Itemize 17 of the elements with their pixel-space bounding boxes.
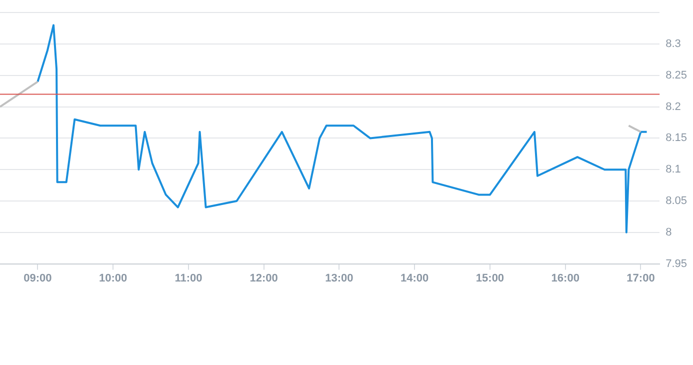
x-tick-label: 11:00: [174, 272, 202, 284]
x-tick-label: 16:00: [551, 272, 580, 284]
x-tick-label: 13:00: [325, 272, 354, 284]
x-tick-label: 14:00: [400, 272, 429, 284]
y-tick-label: 8.1: [666, 164, 681, 176]
x-tick-label: 15:00: [476, 272, 504, 284]
y-tick-label: 8.3: [666, 38, 681, 50]
y-tick-label: 8.05: [666, 195, 688, 208]
y-tick-label: 8.25: [666, 69, 688, 82]
y-tick-label: 7.95: [666, 258, 688, 270]
x-tick-label: 17:00: [626, 272, 655, 284]
x-tick-label: 09:00: [24, 272, 52, 284]
x-tick-label: 12:00: [250, 272, 278, 284]
y-tick-label: 8.2: [666, 100, 681, 113]
y-tick-label: 8: [666, 226, 672, 238]
y-tick-label: 8.15: [666, 132, 688, 144]
x-tick-label: 10:00: [99, 272, 128, 284]
